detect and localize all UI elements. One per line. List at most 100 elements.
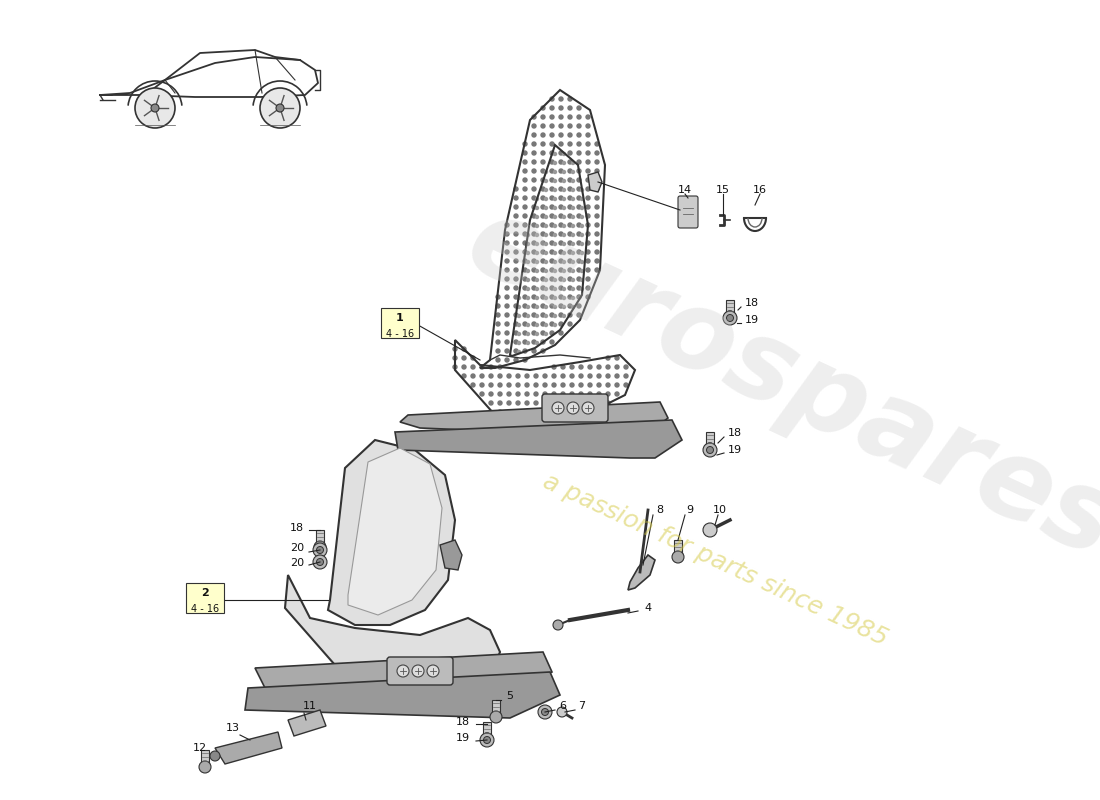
- Circle shape: [544, 323, 548, 326]
- Circle shape: [532, 232, 536, 236]
- Circle shape: [559, 313, 563, 317]
- Circle shape: [514, 223, 518, 227]
- Circle shape: [550, 331, 554, 335]
- Circle shape: [552, 374, 556, 378]
- Circle shape: [541, 313, 544, 317]
- Circle shape: [541, 259, 544, 263]
- Circle shape: [553, 323, 557, 326]
- Circle shape: [544, 333, 548, 335]
- Circle shape: [532, 250, 536, 254]
- Circle shape: [615, 392, 619, 396]
- Circle shape: [572, 225, 574, 227]
- Circle shape: [453, 356, 456, 360]
- Circle shape: [496, 358, 500, 362]
- Circle shape: [550, 97, 554, 101]
- Circle shape: [726, 314, 734, 322]
- Circle shape: [534, 383, 538, 387]
- Circle shape: [490, 365, 493, 369]
- Circle shape: [562, 162, 565, 165]
- Circle shape: [588, 401, 592, 405]
- Circle shape: [578, 313, 581, 317]
- Circle shape: [532, 304, 536, 308]
- Circle shape: [522, 340, 527, 344]
- Text: 18: 18: [290, 523, 304, 533]
- Circle shape: [562, 270, 565, 273]
- Circle shape: [559, 304, 563, 308]
- Circle shape: [505, 250, 509, 254]
- Circle shape: [559, 178, 563, 182]
- Circle shape: [579, 401, 583, 405]
- Circle shape: [505, 232, 509, 236]
- Text: 9: 9: [686, 505, 694, 515]
- Circle shape: [568, 106, 572, 110]
- Text: 2: 2: [201, 588, 209, 598]
- Circle shape: [568, 169, 572, 173]
- Circle shape: [572, 278, 574, 282]
- Circle shape: [595, 250, 600, 254]
- Circle shape: [550, 340, 554, 344]
- Circle shape: [496, 331, 500, 335]
- Circle shape: [317, 558, 323, 566]
- Circle shape: [703, 443, 717, 457]
- Circle shape: [578, 106, 581, 110]
- Circle shape: [570, 383, 574, 387]
- Circle shape: [544, 179, 548, 182]
- Circle shape: [527, 278, 529, 282]
- Circle shape: [532, 259, 536, 263]
- Circle shape: [568, 187, 572, 191]
- Circle shape: [572, 179, 574, 182]
- Circle shape: [541, 349, 544, 353]
- Circle shape: [514, 331, 518, 335]
- Bar: [483, 722, 491, 736]
- Circle shape: [532, 241, 536, 245]
- Circle shape: [550, 232, 554, 236]
- Circle shape: [595, 241, 600, 245]
- Circle shape: [586, 295, 590, 299]
- Circle shape: [522, 259, 527, 263]
- Circle shape: [199, 761, 211, 773]
- Text: 15: 15: [716, 185, 730, 195]
- Text: 7: 7: [579, 701, 585, 711]
- Circle shape: [536, 287, 539, 290]
- Circle shape: [480, 383, 484, 387]
- Circle shape: [541, 322, 544, 326]
- Circle shape: [536, 270, 539, 273]
- Circle shape: [514, 241, 518, 245]
- Circle shape: [534, 401, 538, 405]
- Circle shape: [581, 189, 583, 191]
- Circle shape: [586, 178, 590, 182]
- Circle shape: [522, 322, 527, 326]
- Circle shape: [522, 331, 527, 335]
- Circle shape: [536, 225, 539, 227]
- Circle shape: [579, 392, 583, 396]
- Circle shape: [514, 358, 518, 362]
- Circle shape: [517, 342, 520, 345]
- Circle shape: [543, 383, 547, 387]
- Circle shape: [595, 142, 600, 146]
- Circle shape: [579, 383, 583, 387]
- Circle shape: [522, 232, 527, 236]
- Circle shape: [543, 401, 547, 405]
- Circle shape: [561, 383, 565, 387]
- Circle shape: [536, 198, 539, 201]
- Circle shape: [522, 241, 527, 245]
- Text: 18: 18: [745, 298, 759, 308]
- Circle shape: [536, 234, 539, 237]
- Circle shape: [568, 241, 572, 245]
- Circle shape: [581, 251, 583, 254]
- Circle shape: [544, 306, 548, 309]
- Circle shape: [703, 523, 717, 537]
- Circle shape: [562, 278, 565, 282]
- Circle shape: [578, 295, 581, 299]
- Text: 14: 14: [678, 185, 692, 195]
- Text: 18: 18: [455, 717, 470, 727]
- Circle shape: [514, 277, 518, 281]
- Circle shape: [314, 541, 326, 553]
- Circle shape: [568, 232, 572, 236]
- Circle shape: [505, 295, 509, 299]
- Circle shape: [496, 340, 500, 344]
- Circle shape: [536, 323, 539, 326]
- Circle shape: [544, 261, 548, 263]
- Circle shape: [553, 225, 557, 227]
- Circle shape: [595, 214, 600, 218]
